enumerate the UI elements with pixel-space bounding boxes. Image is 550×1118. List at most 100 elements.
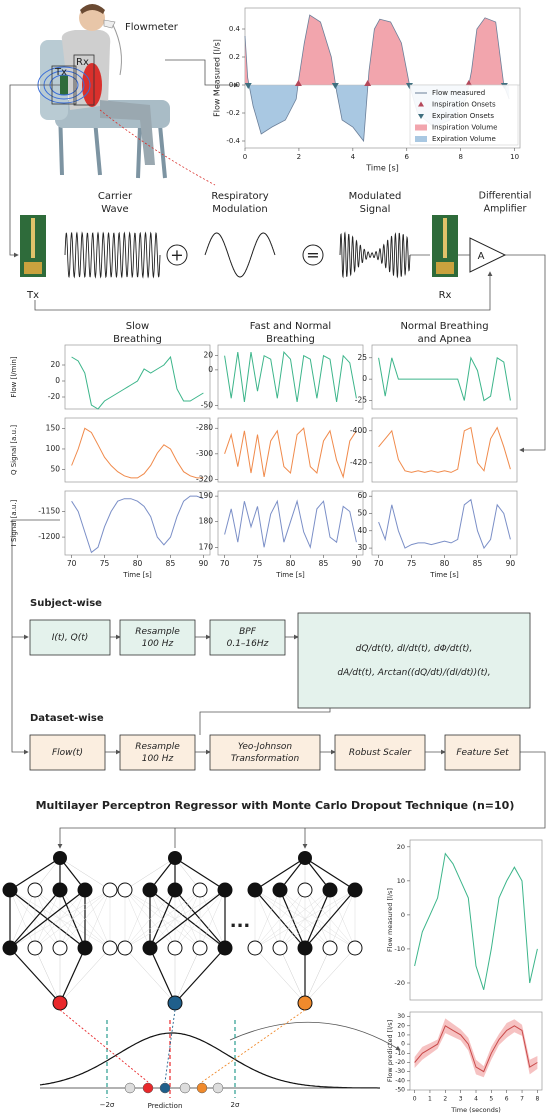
process-box — [444, 734, 521, 771]
legend-swatch — [415, 124, 427, 131]
column-title: Breathing — [113, 334, 162, 345]
node — [2, 882, 18, 898]
sample-dot — [196, 1082, 208, 1094]
edge — [174, 947, 226, 1004]
column-title: and Apnea — [418, 334, 472, 345]
y-tick-label: 0 — [55, 376, 60, 385]
sample-dot — [124, 1082, 136, 1094]
respiratory-wave — [204, 232, 276, 278]
y-tick-label: 20 — [203, 351, 213, 360]
node — [27, 940, 43, 956]
node — [167, 882, 183, 898]
y-tick-label: -50 — [201, 400, 213, 409]
connector — [9, 84, 60, 258]
ellipsis: ... — [230, 911, 251, 932]
process-label: Yeo-Johnson — [238, 742, 293, 752]
connector — [199, 708, 331, 735]
x-tick-label: 2 — [297, 153, 301, 161]
edge — [34, 889, 111, 949]
plot-frame — [409, 839, 543, 1001]
y-tick-label: 100 — [46, 444, 61, 453]
x-tick-label: 5 — [489, 1096, 493, 1103]
carrier-wave — [64, 231, 161, 279]
process-label: 100 Hz — [142, 754, 174, 764]
amplifier-title: Differential — [479, 191, 532, 202]
column-title: Fast and Normal — [250, 321, 331, 332]
y-tick-label: -20 — [394, 979, 405, 987]
process-label: BPF — [239, 627, 257, 637]
plot-frame — [64, 490, 211, 556]
prediction-label: Prediction — [148, 1102, 183, 1110]
legend-swatch — [418, 101, 424, 107]
process-box — [209, 734, 321, 771]
node — [117, 940, 133, 956]
node — [247, 940, 263, 956]
x-tick-label: 75 — [100, 559, 110, 568]
edge — [124, 889, 226, 949]
legend-label: Inspiration Onsets — [432, 101, 496, 109]
y-tick-label: 20 — [397, 1022, 405, 1029]
node — [322, 882, 338, 898]
edge — [34, 947, 61, 1004]
sigma-label: 2σ — [231, 1101, 240, 1109]
x-tick-label: 4 — [474, 1096, 478, 1103]
x-tick-label: 8 — [458, 153, 462, 161]
y-tick-label: 60 — [357, 491, 367, 500]
edge — [254, 947, 306, 1004]
signal-line — [71, 355, 204, 410]
tx-label: Tx — [26, 290, 39, 301]
x-tick-label: 70 — [374, 559, 384, 568]
predicted-line — [414, 1025, 538, 1073]
node — [53, 851, 67, 865]
connector — [99, 109, 216, 186]
edge — [329, 889, 356, 949]
y-tick-label: -400 — [350, 426, 367, 435]
antenna-trace — [31, 218, 35, 258]
node — [192, 940, 208, 956]
x-axis-label: Time (seconds) — [450, 1106, 501, 1114]
x-tick-label: 1 — [428, 1096, 432, 1103]
node — [272, 882, 288, 898]
y-tick-label: -50 — [395, 1087, 405, 1094]
edge — [254, 889, 356, 949]
plot-frame — [64, 417, 211, 483]
carrier-title: Carrier — [98, 191, 133, 202]
modulation-title: Respiratory — [211, 191, 268, 202]
process-label: I(t), Q(t) — [52, 633, 89, 643]
x-tick-label: 70 — [67, 559, 77, 568]
edge — [124, 857, 176, 891]
y-axis-label: Flow measured [l/s] — [386, 888, 394, 952]
plot-frame — [217, 417, 364, 483]
process-label: 0.1–16Hz — [227, 639, 269, 649]
x-axis-label: Time [s] — [122, 571, 152, 579]
edge — [9, 889, 86, 949]
edge — [254, 889, 306, 949]
plot-frame — [371, 490, 518, 556]
modulation-title: Modulation — [212, 204, 268, 215]
output-node — [52, 995, 68, 1011]
x-tick-label: 80 — [133, 559, 143, 568]
node — [247, 882, 263, 898]
y-tick-label: -25 — [355, 395, 367, 404]
legend-label: Expiration Volume — [432, 135, 496, 143]
edge — [174, 857, 226, 891]
node — [142, 882, 158, 898]
x-tick-label: 6 — [405, 153, 410, 161]
node — [272, 940, 288, 956]
y-tick-label: -20 — [395, 1059, 405, 1066]
node — [322, 940, 338, 956]
edge — [124, 889, 201, 949]
edge — [149, 889, 226, 949]
edge — [124, 947, 176, 1004]
x-tick-label: 75 — [407, 559, 417, 568]
node — [298, 851, 312, 865]
y-tick-label: 10 — [397, 877, 405, 885]
signal-line — [71, 427, 204, 479]
y-tick-label: -280 — [196, 423, 213, 432]
node — [77, 940, 93, 956]
node — [167, 940, 183, 956]
legend-swatch — [418, 114, 424, 119]
y-tick-label: 0 — [208, 365, 213, 374]
antenna-trace — [443, 218, 447, 258]
legend-box — [409, 84, 519, 146]
